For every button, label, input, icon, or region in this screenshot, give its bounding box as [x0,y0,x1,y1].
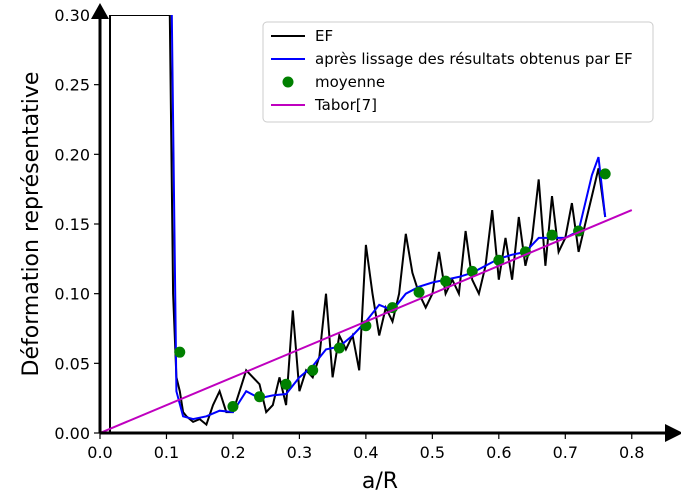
y-tick-label: 0.30 [54,6,90,25]
point [280,378,292,390]
legend-label: moyenne [315,73,385,91]
x-tick-label: 0.2 [220,443,245,462]
y-tick-label: 0.10 [54,285,90,304]
series-line [99,209,633,434]
point [174,346,186,358]
x-tick-label: 0.4 [353,443,378,462]
x-tick-label: 0.6 [486,443,511,462]
series-line [170,15,607,421]
x-axis-arrow [665,424,681,442]
plot-area [99,15,633,434]
point [546,229,558,241]
x-tick-label: 0.8 [619,443,644,462]
point [413,286,425,298]
y-tick-label: 0.15 [54,215,90,234]
legend-label: EF [315,27,333,45]
point [254,391,266,403]
x-tick-label: 0.3 [287,443,312,462]
point [307,364,319,376]
point [599,168,611,180]
x-tick-label: 0.7 [553,443,578,462]
y-tick-label: 0.05 [54,354,90,373]
x-tick-label: 0.1 [154,443,179,462]
point [227,401,239,413]
legend-label: Tabor[7] [314,96,377,114]
point [386,302,398,314]
x-tick-label: 0.5 [420,443,445,462]
point [440,275,452,287]
y-tick-label: 0.25 [54,76,90,95]
y-tick-label: 0.20 [54,145,90,164]
x-axis-label: a/R [362,469,398,494]
y-axis-label: Déformation représentative [19,72,44,377]
point [493,254,505,266]
legend-label: après lissage des résultats obtenus par … [315,50,633,68]
legend-marker [282,76,294,88]
y-tick-label: 0.00 [54,424,90,443]
legend-box [262,21,654,123]
point [466,265,478,277]
point [333,342,345,354]
x-tick-label: 0.0 [87,443,112,462]
y-axis-arrow [91,3,109,19]
